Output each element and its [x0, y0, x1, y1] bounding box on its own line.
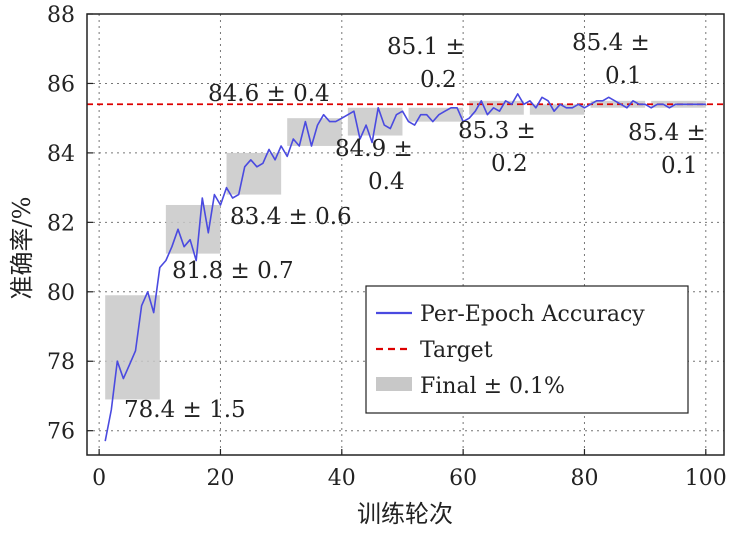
x-axis-title: 训练轮次 — [357, 500, 453, 528]
band-annotation: 0.2 — [420, 67, 457, 93]
band-annotation: 84.6 ± 0.4 — [208, 81, 330, 107]
x-tick-label: 20 — [206, 466, 234, 491]
final-bands — [105, 100, 706, 400]
band-annotation: 85.4 ± — [628, 120, 706, 146]
series-line — [104, 93, 706, 442]
legend-box — [365, 285, 689, 414]
legend-band-label: Final ± 0.1% — [420, 374, 565, 399]
band-annotation: 83.4 ± 0.6 — [230, 204, 352, 230]
x-tick-label: 100 — [685, 466, 727, 491]
ticks: 0 20 40 60 80 100 76 78 80 82 84 86 88 — [47, 3, 727, 491]
band-annotation: 84.9 ± — [335, 136, 413, 162]
plot-frame — [86, 13, 725, 456]
x-tick-label: 80 — [570, 466, 598, 491]
final-band — [529, 104, 585, 115]
band-annotation: 0.1 — [661, 153, 698, 179]
legend-target-label: Target — [420, 338, 493, 363]
band-annotation: 85.4 ± — [572, 30, 650, 56]
series-group — [104, 93, 706, 442]
band-annotation: 85.1 ± — [387, 34, 465, 60]
legend: Per-Epoch Accuracy Target Final ± 0.1% — [365, 285, 689, 414]
y-axis-title: 准确率/% — [8, 197, 36, 300]
x-tick-label: 0 — [92, 466, 106, 491]
y-tick-label: 86 — [47, 72, 75, 97]
band-annotation: 0.4 — [368, 169, 405, 195]
y-tick-label: 82 — [47, 211, 75, 236]
band-annotation: 81.8 ± 0.7 — [172, 258, 294, 284]
band-annotation: 0.1 — [605, 63, 642, 89]
band-annotation: 78.4 ± 1.5 — [124, 397, 246, 423]
x-tick-label: 40 — [328, 466, 356, 491]
y-tick-label: 76 — [47, 420, 75, 445]
x-tick-label: 60 — [449, 466, 477, 491]
final-band — [105, 295, 160, 400]
y-tick-label: 78 — [47, 350, 75, 375]
legend-band-swatch — [376, 377, 412, 391]
band-annotation: 85.3 ± — [458, 118, 536, 144]
legend-line-label: Per-Epoch Accuracy — [420, 302, 645, 327]
y-tick-label: 84 — [47, 142, 75, 167]
band-annotations: 78.4 ± 1.5 81.8 ± 0.7 83.4 ± 0.6 84.6 ± 0.4… — [124, 30, 706, 423]
final-band — [408, 107, 464, 122]
y-tick-label: 88 — [47, 3, 75, 28]
y-tick-label: 80 — [47, 281, 75, 306]
final-band — [226, 152, 282, 195]
band-annotation: 0.2 — [491, 151, 528, 177]
